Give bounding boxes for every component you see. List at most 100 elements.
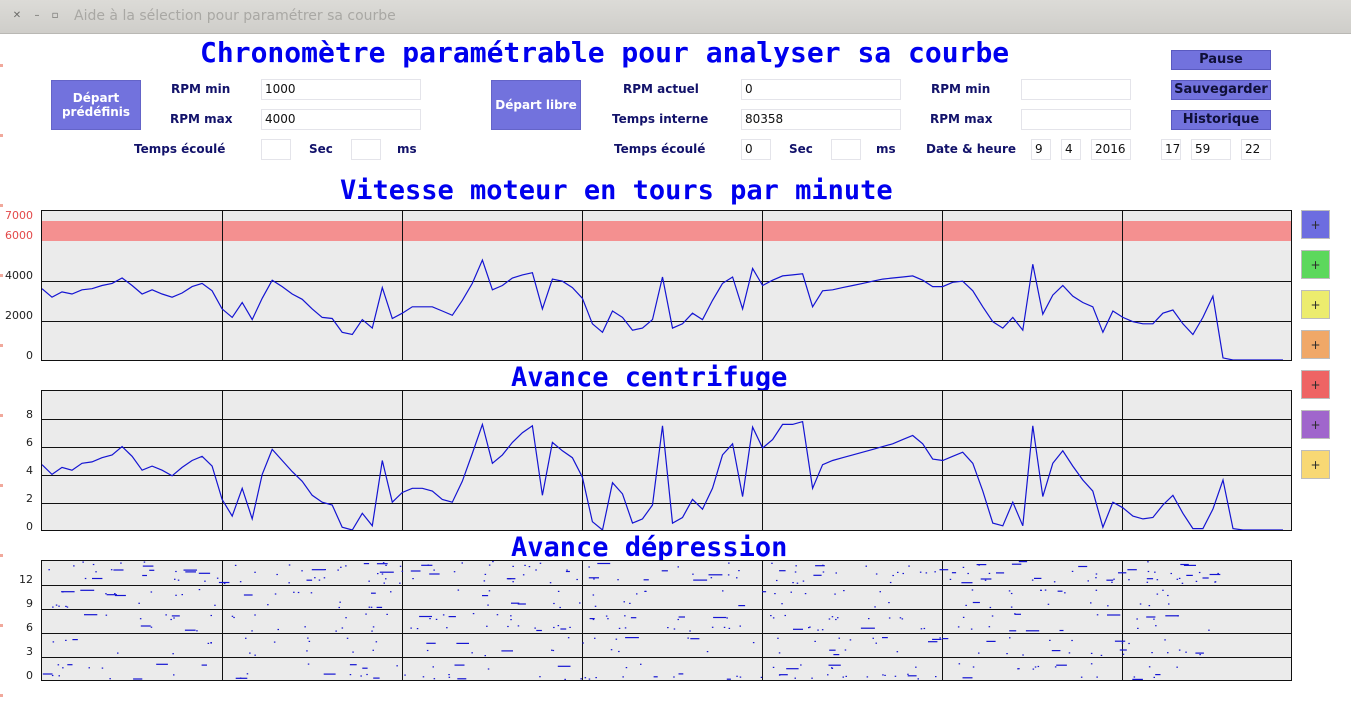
color-button-green[interactable]: + bbox=[1301, 250, 1330, 279]
depression-point bbox=[429, 573, 440, 575]
depression-point bbox=[962, 677, 973, 679]
depression-point bbox=[184, 629, 196, 631]
depression-point bbox=[1178, 649, 1181, 651]
depression-point bbox=[456, 642, 469, 644]
day-field[interactable]: 9 bbox=[1031, 139, 1051, 160]
temps-ecoule-field[interactable] bbox=[261, 139, 291, 160]
sec-field-2[interactable] bbox=[831, 139, 861, 160]
rpm-max-field-2[interactable] bbox=[1021, 109, 1131, 130]
color-button-light-orange[interactable]: + bbox=[1301, 450, 1330, 479]
depression-point bbox=[1068, 652, 1071, 654]
depression-point bbox=[421, 564, 433, 566]
depression-point bbox=[843, 590, 845, 592]
color-button-yellow[interactable]: + bbox=[1301, 290, 1330, 319]
depression-point bbox=[866, 676, 869, 678]
minute-field[interactable]: 59 bbox=[1191, 139, 1231, 160]
depression-point bbox=[1153, 676, 1155, 678]
depression-point bbox=[957, 626, 960, 628]
depression-point bbox=[865, 565, 867, 567]
depression-point bbox=[172, 653, 174, 655]
depression-point bbox=[82, 561, 84, 563]
depression-point bbox=[539, 562, 542, 564]
depression-point bbox=[426, 649, 429, 652]
depression-point bbox=[629, 602, 631, 604]
depression-point bbox=[156, 663, 168, 665]
grid-line bbox=[762, 391, 763, 530]
depression-point bbox=[1044, 589, 1047, 591]
centrifuge-tick-0: 0 bbox=[26, 520, 33, 533]
depression-point bbox=[860, 627, 875, 629]
grid-line bbox=[942, 211, 943, 360]
depression-point bbox=[401, 570, 404, 572]
depression-point bbox=[323, 673, 336, 675]
depart-predefinis-button[interactable]: Départ prédéfinis bbox=[51, 80, 141, 130]
depression-point bbox=[594, 605, 597, 607]
second-field[interactable]: 22 bbox=[1241, 139, 1271, 160]
depression-point bbox=[690, 638, 700, 640]
grid-line bbox=[222, 391, 223, 530]
depression-point bbox=[426, 642, 436, 644]
grid-line bbox=[1122, 211, 1123, 360]
depression-point bbox=[566, 569, 568, 571]
color-button-purple[interactable]: + bbox=[1301, 410, 1330, 439]
temps-interne-field[interactable]: 80358 bbox=[741, 109, 901, 130]
color-button-orange[interactable]: + bbox=[1301, 330, 1330, 359]
pause-button[interactable]: Pause bbox=[1171, 50, 1271, 70]
depression-point bbox=[1034, 666, 1037, 668]
sec-label: Sec bbox=[309, 142, 333, 156]
depression-point bbox=[1170, 572, 1172, 575]
depression-point bbox=[114, 594, 126, 597]
depression-point bbox=[951, 572, 957, 574]
history-button[interactable]: Historique bbox=[1171, 110, 1271, 130]
depression-point bbox=[454, 664, 465, 666]
depression-point bbox=[610, 649, 613, 651]
depression-point bbox=[834, 593, 836, 595]
depression-point bbox=[1176, 578, 1179, 580]
depression-point bbox=[1148, 666, 1151, 668]
depression-point bbox=[899, 617, 902, 619]
depression-point bbox=[363, 563, 370, 565]
year-field[interactable]: 2016 bbox=[1091, 139, 1131, 160]
depression-point bbox=[1010, 592, 1013, 595]
month-field[interactable]: 4 bbox=[1061, 139, 1081, 160]
window-titlebar[interactable]: ✕ – ▫ Aide à la sélection pour paramétre… bbox=[0, 0, 1351, 34]
temps-ecoule-field-2[interactable]: 0 bbox=[741, 139, 771, 160]
depression-point bbox=[777, 637, 779, 639]
color-button-blue[interactable]: + bbox=[1301, 210, 1330, 239]
depression-point bbox=[501, 650, 513, 652]
depression-tick-6: 6 bbox=[26, 621, 33, 634]
depression-point bbox=[897, 571, 899, 573]
depression-point bbox=[1040, 589, 1042, 591]
rpm-max-field[interactable]: 4000 bbox=[261, 109, 421, 130]
depression-point bbox=[770, 615, 772, 617]
depression-point bbox=[888, 602, 890, 604]
rpm-min-field[interactable]: 1000 bbox=[261, 79, 421, 100]
close-icon[interactable]: ✕ bbox=[12, 10, 22, 21]
rpm-chart-title: Vitesse moteur en tours par minute bbox=[340, 175, 893, 206]
depression-point bbox=[362, 667, 368, 669]
background-window-edge bbox=[0, 34, 3, 721]
sec-field[interactable] bbox=[351, 139, 381, 160]
maximize-icon[interactable]: ▫ bbox=[51, 10, 59, 21]
depression-point bbox=[1080, 676, 1083, 678]
depart-libre-button[interactable]: Départ libre bbox=[491, 80, 581, 130]
save-button[interactable]: Sauvegarder bbox=[1171, 80, 1271, 100]
hour-field[interactable]: 17 bbox=[1161, 139, 1181, 160]
depression-point bbox=[958, 663, 961, 665]
depression-point bbox=[484, 573, 487, 575]
minimize-icon[interactable]: – bbox=[34, 10, 40, 21]
depression-point bbox=[149, 569, 155, 571]
depression-point bbox=[762, 591, 767, 593]
depression-point bbox=[304, 626, 306, 628]
rpm-actuel-field[interactable]: 0 bbox=[741, 79, 901, 100]
depression-point bbox=[1180, 563, 1189, 566]
rpm-min-field-2[interactable] bbox=[1021, 79, 1131, 100]
depression-point bbox=[811, 677, 813, 679]
depression-point bbox=[792, 582, 794, 584]
depression-point bbox=[385, 578, 387, 580]
depression-point bbox=[892, 574, 894, 577]
depression-point bbox=[624, 615, 626, 617]
depression-point bbox=[352, 651, 354, 653]
depression-point bbox=[55, 604, 58, 606]
color-button-red[interactable]: + bbox=[1301, 370, 1330, 399]
